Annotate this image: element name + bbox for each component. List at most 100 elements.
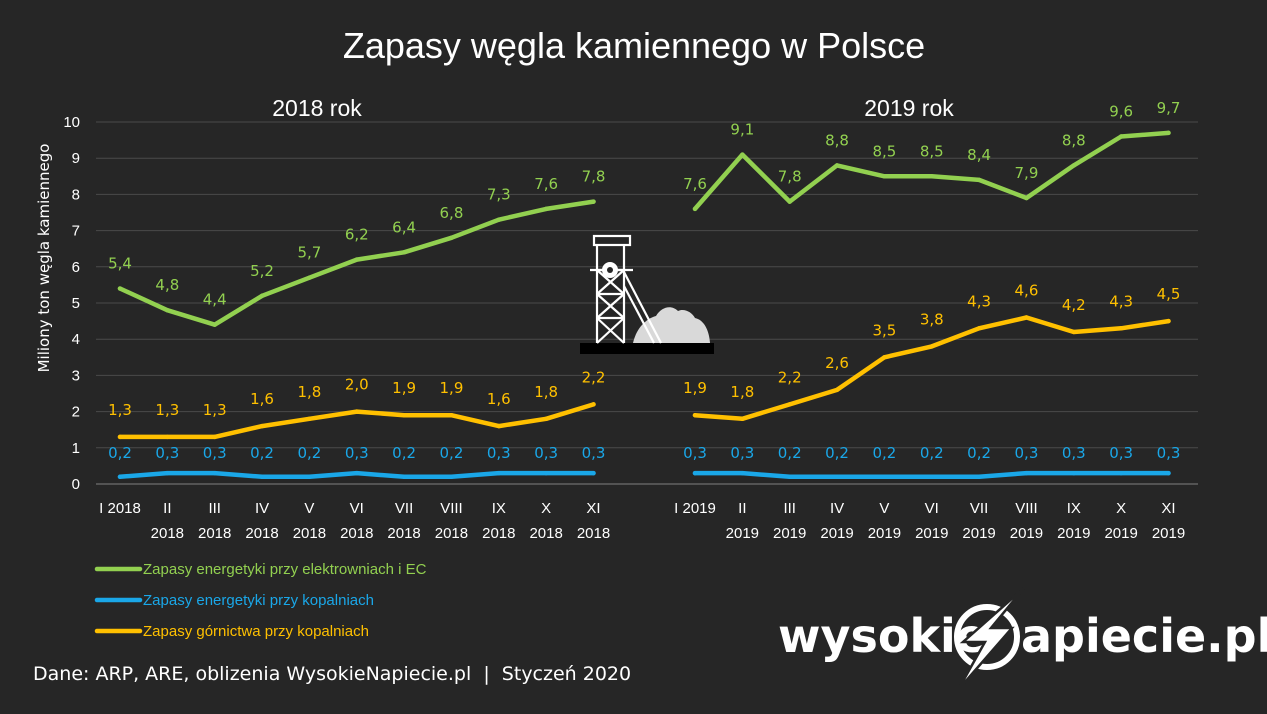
x-tick-label: 2018 bbox=[245, 525, 278, 542]
data-point bbox=[496, 217, 501, 222]
data-point bbox=[929, 344, 934, 349]
legend-label: Zapasy górnictwa przy kopalniach bbox=[143, 623, 369, 640]
data-point bbox=[740, 470, 745, 476]
x-tick-label: 2019 bbox=[1010, 525, 1043, 542]
panel-title-2018: 2018 rok bbox=[272, 95, 362, 121]
data-label: 4,8 bbox=[155, 276, 179, 294]
data-label: 0,3 bbox=[683, 444, 707, 462]
data-label: 0,3 bbox=[203, 444, 227, 462]
data-point bbox=[117, 286, 123, 291]
data-label: 0,3 bbox=[1109, 444, 1133, 462]
x-tick-label: V bbox=[304, 500, 314, 517]
data-label: 7,8 bbox=[582, 168, 606, 186]
data-point bbox=[496, 423, 501, 429]
data-label: 0,2 bbox=[825, 444, 849, 462]
y-tick-label: 4 bbox=[72, 331, 80, 348]
x-tick-label: 2019 bbox=[726, 525, 759, 542]
data-point bbox=[117, 474, 123, 479]
data-point bbox=[165, 434, 170, 440]
data-label: 0,2 bbox=[920, 444, 944, 462]
data-label: 9,7 bbox=[1157, 99, 1181, 117]
data-point bbox=[401, 413, 407, 418]
data-point bbox=[1071, 329, 1077, 335]
data-point bbox=[882, 355, 887, 360]
data-point bbox=[543, 206, 549, 212]
data-label: 7,6 bbox=[534, 175, 558, 193]
data-label: 1,3 bbox=[203, 401, 227, 419]
data-point bbox=[449, 235, 454, 241]
x-tick-label: 2019 bbox=[915, 525, 948, 542]
legend-label: Zapasy energetyki przy kopalniach bbox=[143, 592, 374, 609]
data-label: 4,4 bbox=[203, 291, 227, 309]
x-axis: I 2018 II2018III2018IV2018V2018VI2018VII2… bbox=[99, 500, 1185, 542]
x-tick-label: X bbox=[1116, 500, 1126, 517]
x-tick-label: 2019 bbox=[1152, 525, 1185, 542]
data-label: 5,2 bbox=[250, 262, 274, 280]
data-point bbox=[787, 474, 792, 479]
data-point bbox=[1024, 195, 1029, 201]
data-point bbox=[307, 474, 312, 479]
data-label: 4,3 bbox=[967, 292, 991, 310]
x-tick-label: IX bbox=[1067, 500, 1081, 517]
data-label: 6,8 bbox=[440, 204, 464, 222]
data-label: 6,4 bbox=[392, 218, 416, 236]
x-tick-label: III bbox=[208, 500, 221, 517]
data-point bbox=[354, 257, 359, 262]
data-point bbox=[929, 174, 934, 179]
data-point bbox=[882, 474, 887, 479]
data-point bbox=[976, 326, 982, 331]
data-point bbox=[882, 174, 887, 179]
data-point bbox=[1024, 470, 1029, 476]
data-point bbox=[212, 470, 217, 476]
data-point bbox=[692, 206, 698, 212]
series-line bbox=[692, 315, 1171, 422]
data-point bbox=[259, 474, 265, 479]
data-label: 1,8 bbox=[297, 383, 321, 401]
data-point bbox=[259, 423, 265, 429]
data-label: 4,2 bbox=[1062, 296, 1086, 314]
x-tick-label: 2018 bbox=[482, 525, 515, 542]
x-tick-label: 2018 bbox=[387, 525, 420, 542]
data-label: 1,6 bbox=[487, 390, 511, 408]
y-tick-label: 7 bbox=[72, 223, 80, 240]
data-label: 0,2 bbox=[440, 444, 464, 462]
data-label: 9,6 bbox=[1109, 102, 1133, 120]
y-tick-label: 10 bbox=[63, 114, 80, 131]
data-point bbox=[591, 402, 596, 407]
data-point bbox=[834, 474, 840, 479]
legend-label: Zapasy energetyki przy elektrowniach i E… bbox=[143, 561, 427, 578]
data-label: 2,2 bbox=[778, 368, 802, 386]
data-point bbox=[591, 470, 596, 476]
data-point bbox=[307, 275, 312, 280]
data-label: 5,7 bbox=[297, 244, 321, 262]
y-tick-label: 2 bbox=[72, 404, 80, 421]
data-label: 0,2 bbox=[250, 444, 274, 462]
data-point bbox=[1071, 163, 1077, 168]
x-tick-label: 2018 bbox=[340, 525, 373, 542]
data-label: 7,8 bbox=[778, 168, 802, 186]
data-label: 9,1 bbox=[730, 121, 754, 139]
data-point bbox=[1071, 470, 1077, 476]
x-tick-label: VII bbox=[395, 500, 413, 517]
mine-shaft-icon bbox=[580, 234, 714, 354]
data-point bbox=[259, 293, 265, 298]
data-label: 0,3 bbox=[155, 444, 179, 462]
data-label: 4,5 bbox=[1157, 285, 1181, 303]
logo-text-left: wysokie bbox=[778, 609, 987, 663]
data-point bbox=[449, 413, 454, 418]
data-point bbox=[787, 199, 792, 204]
data-point bbox=[496, 470, 501, 476]
data-point bbox=[692, 470, 698, 476]
x-tick-label: 2019 bbox=[1057, 525, 1090, 542]
data-point bbox=[1118, 134, 1124, 139]
x-tick-label: 2019 bbox=[820, 525, 853, 542]
data-label: 7,6 bbox=[683, 175, 707, 193]
data-label: 3,8 bbox=[920, 310, 944, 328]
logo: wysokie apiecie.pl bbox=[778, 587, 1267, 691]
data-label: 8,8 bbox=[825, 131, 849, 149]
data-label: 0,2 bbox=[872, 444, 896, 462]
data-point bbox=[692, 413, 698, 418]
x-tick-label: I 2018 bbox=[99, 500, 141, 517]
data-label: 1,3 bbox=[155, 401, 179, 419]
